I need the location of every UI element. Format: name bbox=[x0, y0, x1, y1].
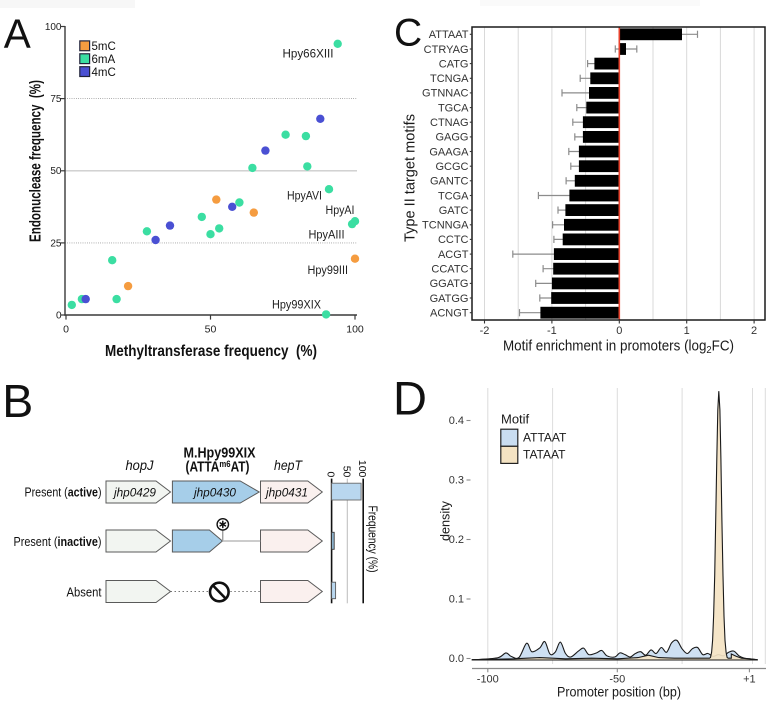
svg-text:75: 75 bbox=[50, 94, 62, 105]
svg-text:(ATTAm6AT): (ATTAm6AT) bbox=[186, 459, 250, 476]
svg-text:0.0: 0.0 bbox=[449, 653, 464, 665]
svg-text:GAGG: GAGG bbox=[435, 132, 468, 144]
svg-text:HpyAVI: HpyAVI bbox=[287, 191, 322, 203]
svg-text:hepT: hepT bbox=[274, 458, 304, 473]
svg-text:TCNGA: TCNGA bbox=[430, 73, 469, 85]
svg-text:D: D bbox=[393, 371, 427, 424]
svg-text:TGCA: TGCA bbox=[438, 102, 469, 114]
svg-text:50: 50 bbox=[341, 466, 353, 478]
svg-text:Methyltransferase frequency (: Methyltransferase frequency (%) bbox=[105, 343, 317, 360]
svg-text:density: density bbox=[439, 500, 453, 541]
svg-text:ACNGT: ACNGT bbox=[430, 308, 469, 320]
svg-text:GGATG: GGATG bbox=[430, 278, 469, 290]
svg-text:Frequency (%): Frequency (%) bbox=[366, 506, 380, 573]
svg-text:jhp0429: jhp0429 bbox=[112, 486, 156, 500]
svg-text:Promoter position (bp): Promoter position (bp) bbox=[557, 685, 681, 700]
svg-text:ATTAAT: ATTAAT bbox=[429, 29, 469, 41]
svg-text:Hpy99III: Hpy99III bbox=[308, 265, 349, 277]
svg-text:CTRYAG: CTRYAG bbox=[424, 44, 469, 56]
svg-text:0: 0 bbox=[616, 325, 622, 337]
svg-text:TCNNGA: TCNNGA bbox=[422, 220, 469, 232]
svg-text:CCATC: CCATC bbox=[431, 264, 468, 276]
svg-text:jhp0430: jhp0430 bbox=[192, 486, 236, 500]
svg-text:HpyAIII: HpyAIII bbox=[309, 230, 345, 242]
svg-text:50: 50 bbox=[205, 324, 217, 336]
svg-text:HpyAI: HpyAI bbox=[326, 205, 355, 217]
svg-text:1: 1 bbox=[684, 325, 690, 337]
svg-text:0.3: 0.3 bbox=[449, 475, 464, 487]
svg-text:0: 0 bbox=[325, 472, 337, 478]
svg-text:CATG: CATG bbox=[439, 58, 469, 70]
svg-text:TCGA: TCGA bbox=[438, 190, 469, 202]
svg-text:-1: -1 bbox=[547, 325, 557, 337]
svg-text:TATAAT: TATAAT bbox=[523, 448, 566, 462]
svg-text:100: 100 bbox=[45, 22, 62, 33]
svg-text:GANTC: GANTC bbox=[430, 176, 469, 188]
svg-text:Motif enrichment in promoters: Motif enrichment in promoters (log2FC) bbox=[503, 338, 734, 357]
svg-text:-50: -50 bbox=[609, 674, 625, 686]
svg-text:Motif: Motif bbox=[501, 412, 530, 427]
svg-text:Present (inactive): Present (inactive) bbox=[14, 534, 102, 549]
svg-text:0.1: 0.1 bbox=[449, 594, 464, 606]
svg-text:0.2: 0.2 bbox=[449, 534, 464, 546]
svg-text:Absent: Absent bbox=[67, 585, 102, 600]
svg-text:CTNAG: CTNAG bbox=[430, 117, 469, 129]
svg-text:ATTAAT: ATTAAT bbox=[523, 431, 567, 445]
svg-text:GAAGA: GAAGA bbox=[429, 146, 469, 158]
svg-text:0: 0 bbox=[56, 310, 62, 321]
svg-text:jhp0431: jhp0431 bbox=[264, 486, 308, 500]
svg-text:GCGC: GCGC bbox=[436, 161, 469, 173]
svg-text:0: 0 bbox=[63, 324, 69, 336]
svg-text:A: A bbox=[4, 11, 31, 57]
svg-text:5mC: 5mC bbox=[92, 41, 116, 53]
svg-text:Hpy99XIX: Hpy99XIX bbox=[272, 300, 321, 312]
svg-text:GATGG: GATGG bbox=[430, 293, 469, 305]
svg-text:2: 2 bbox=[751, 325, 757, 337]
svg-text:B: B bbox=[2, 375, 33, 427]
svg-text:100: 100 bbox=[346, 324, 364, 336]
svg-text:-2: -2 bbox=[480, 325, 490, 337]
svg-text:100: 100 bbox=[356, 460, 368, 478]
svg-text:0.4: 0.4 bbox=[449, 415, 464, 427]
svg-text:C: C bbox=[394, 12, 422, 55]
svg-text:Endonuclease frequency (%): Endonuclease frequency (%) bbox=[28, 80, 45, 242]
svg-text:Hpy66XIII: Hpy66XIII bbox=[283, 49, 334, 61]
svg-text:6mA: 6mA bbox=[92, 54, 116, 66]
svg-text:Present (active): Present (active) bbox=[25, 485, 102, 500]
svg-text:CCTC: CCTC bbox=[438, 234, 469, 246]
svg-text:hopJ: hopJ bbox=[126, 458, 154, 473]
svg-text:25: 25 bbox=[50, 238, 62, 249]
svg-text:GATC: GATC bbox=[439, 205, 469, 217]
svg-text:M.Hpy99XIX: M.Hpy99XIX bbox=[184, 446, 256, 462]
svg-text:+1: +1 bbox=[743, 674, 756, 686]
svg-text:GTNNAC: GTNNAC bbox=[422, 88, 469, 100]
svg-text:4mC: 4mC bbox=[92, 67, 116, 79]
svg-text:Type II target motifs: Type II target motifs bbox=[402, 114, 419, 242]
svg-text:50: 50 bbox=[50, 166, 62, 177]
svg-text:-100: -100 bbox=[477, 674, 499, 686]
svg-text:ACGT: ACGT bbox=[438, 249, 469, 261]
